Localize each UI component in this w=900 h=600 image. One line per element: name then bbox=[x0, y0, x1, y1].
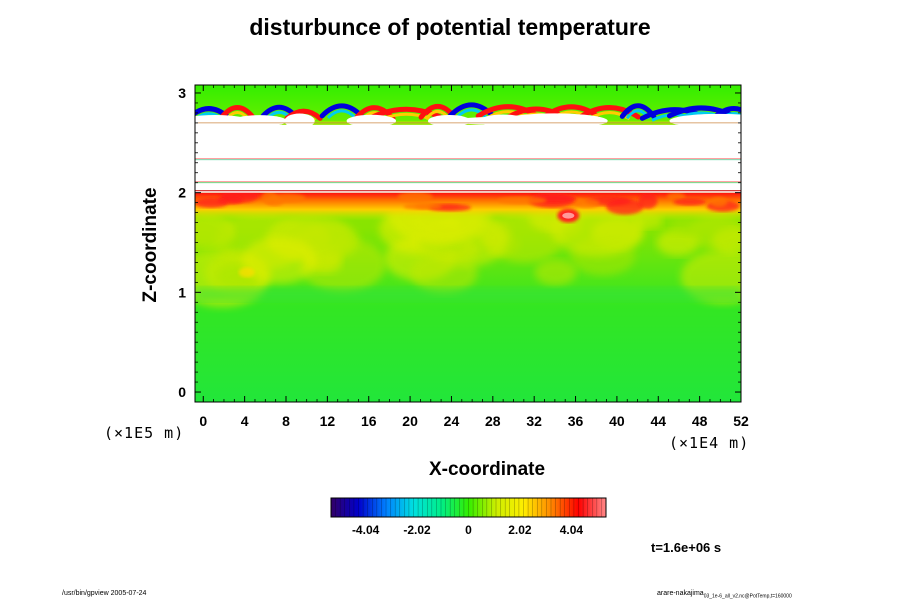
field-cool-streak bbox=[195, 287, 741, 302]
field-patch bbox=[688, 214, 741, 250]
x-axis-label: X-coordinate bbox=[428, 459, 546, 480]
x-tick-label: 0 bbox=[199, 413, 207, 429]
y-tick-label: 2 bbox=[178, 185, 186, 201]
heatmap-field bbox=[195, 85, 741, 402]
x-tick-label: 44 bbox=[650, 413, 666, 429]
x-tick-label: 36 bbox=[568, 413, 584, 429]
colorbar-tick-label: 0 bbox=[465, 523, 472, 537]
field-patch bbox=[670, 218, 699, 236]
x-tick-label: 28 bbox=[485, 413, 501, 429]
wave-lobe bbox=[284, 113, 315, 129]
wave-lobe bbox=[669, 113, 741, 128]
y-tick-label: 3 bbox=[178, 85, 186, 101]
wave-lobe bbox=[427, 114, 471, 127]
x-tick-label: 12 bbox=[320, 413, 336, 429]
footer-right: arare-nakajima03_1e-6_all_v2.nc@PotTemp,… bbox=[657, 590, 792, 599]
x-axis-unit: (×1E4 m) bbox=[669, 434, 750, 452]
chart-title: disturbunce of potential temperature bbox=[249, 14, 651, 40]
x-tick-label: 40 bbox=[609, 413, 625, 429]
wave-lobe bbox=[232, 115, 287, 127]
y-axis-unit: (×1E5 m) bbox=[104, 424, 185, 442]
field-hot-patch bbox=[403, 202, 443, 210]
x-tick-label: 16 bbox=[361, 413, 377, 429]
plot-frame bbox=[194, 84, 742, 403]
x-tick-label: 48 bbox=[692, 413, 708, 429]
field-hot-patch bbox=[605, 198, 644, 215]
colorbar-tick-label: 4.04 bbox=[560, 523, 584, 537]
time-annotation: t=1.6e+06 s bbox=[651, 540, 722, 555]
x-tick-label: 4 bbox=[241, 413, 249, 429]
x-tick-label: 20 bbox=[402, 413, 418, 429]
field-hot-patch bbox=[397, 191, 433, 203]
field-patch bbox=[195, 213, 233, 256]
footer-left: /usr/bin/gpview 2005-07-24 bbox=[62, 590, 147, 597]
field-patch bbox=[656, 229, 699, 256]
colorbar: -4.04 -2.02 0 2.02 4.04 bbox=[330, 497, 607, 537]
y-tick-label: 0 bbox=[178, 384, 186, 400]
field-hot-patch bbox=[268, 193, 306, 203]
x-tick-label: 8 bbox=[282, 413, 290, 429]
field-hot-blob-core bbox=[562, 212, 575, 219]
wave-crest-inner bbox=[326, 109, 357, 119]
field-patch bbox=[241, 237, 317, 284]
x-tick-label: 32 bbox=[526, 413, 542, 429]
wave-crest-cold bbox=[666, 105, 736, 119]
field-hot-patch bbox=[666, 192, 686, 201]
field-hot-patch bbox=[638, 193, 658, 209]
colorbar-frame bbox=[330, 497, 607, 518]
footer-right-main: arare-nakajima bbox=[657, 590, 704, 597]
colorbar-tick-label: -2.02 bbox=[403, 523, 431, 537]
colorbar-tick-label: -4.04 bbox=[352, 523, 380, 537]
wave-crest-warm bbox=[219, 105, 256, 120]
colorbar-tick-label: 2.02 bbox=[508, 523, 532, 537]
x-tick-label: 52 bbox=[733, 413, 749, 429]
field-hot-patch bbox=[497, 196, 547, 205]
y-tick-label: 1 bbox=[178, 284, 186, 300]
field-patch bbox=[410, 251, 478, 294]
footer-right-sub: 03_1e-6_all_v2.nc@PotTemp,t=160000 bbox=[703, 593, 792, 600]
wave-lobe bbox=[346, 114, 397, 127]
field-hot-patch bbox=[195, 197, 228, 208]
field-patch bbox=[534, 259, 577, 286]
field-warm-blob bbox=[238, 267, 255, 278]
field-hot-patch bbox=[710, 196, 728, 207]
wave-lobe bbox=[451, 116, 556, 125]
field-hot-patch bbox=[673, 198, 707, 206]
x-tick-label: 24 bbox=[444, 413, 460, 429]
